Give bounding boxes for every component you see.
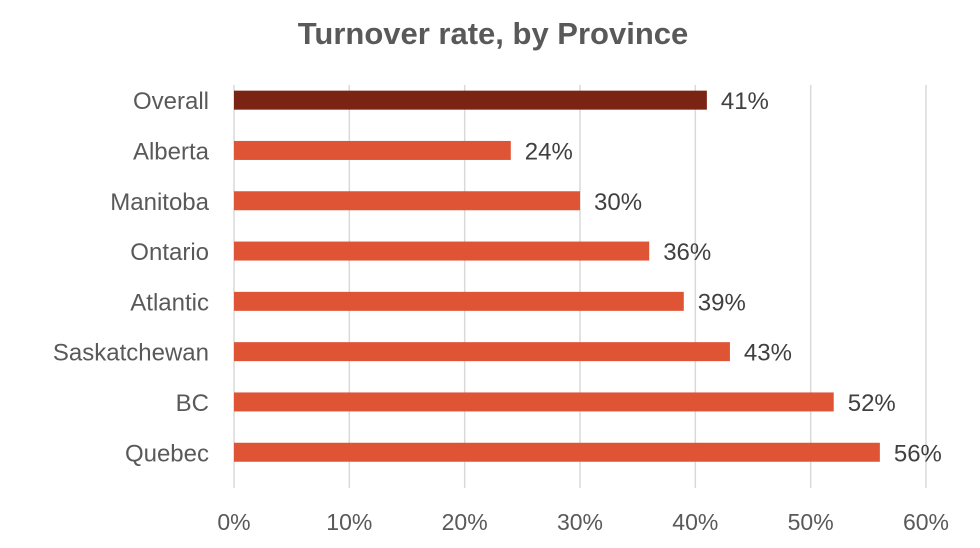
bar <box>234 442 880 462</box>
bar <box>234 90 707 110</box>
bar <box>234 140 511 160</box>
chart-title: Turnover rate, by Province <box>297 16 689 51</box>
bars <box>234 90 880 462</box>
category-label: Overall <box>133 88 209 115</box>
x-tick-label: 0% <box>217 509 250 535</box>
bar <box>234 241 650 261</box>
bar <box>234 291 684 311</box>
category-label: Manitoba <box>110 189 209 216</box>
category-label: Quebec <box>125 440 209 467</box>
data-label: 39% <box>698 289 746 316</box>
x-tick-label: 10% <box>326 509 372 535</box>
category-label: Saskatchewan <box>53 340 209 367</box>
data-label: 30% <box>594 189 642 216</box>
data-label: 56% <box>894 440 942 467</box>
data-label: 24% <box>525 138 573 165</box>
x-tick-label: 20% <box>442 509 488 535</box>
x-tick-label: 60% <box>903 509 949 535</box>
bar <box>234 191 580 211</box>
x-tick-label: 50% <box>788 509 834 535</box>
x-tick-label: 30% <box>557 509 603 535</box>
category-label: Alberta <box>133 138 210 165</box>
bar <box>234 392 834 412</box>
category-label: BC <box>176 390 209 417</box>
data-label: 41% <box>721 88 769 115</box>
data-label: 52% <box>848 390 896 417</box>
data-label: 36% <box>663 239 711 266</box>
data-label: 43% <box>744 340 792 367</box>
category-label: Atlantic <box>130 289 209 316</box>
category-labels: Overall Alberta Manitoba Ontario Atlantic Sas… <box>53 88 210 467</box>
x-tick-label: 40% <box>672 509 718 535</box>
value-labels: 41% 24% 30% 36% 39% 43% 52% 56% <box>525 88 942 467</box>
bar <box>234 342 730 362</box>
category-label: Ontario <box>130 239 209 266</box>
x-axis-tick-labels: 0% 10% 20% 30% 40% 50% 60% <box>217 509 949 535</box>
